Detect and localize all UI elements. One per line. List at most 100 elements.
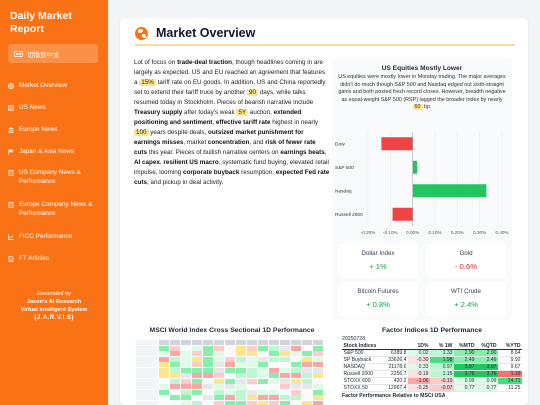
heatmap-cell <box>169 367 180 373</box>
heatmap-cell <box>290 362 301 367</box>
heatmap-cell <box>257 362 268 367</box>
heatmap-cell <box>312 362 323 367</box>
heatmap-cell <box>158 400 169 405</box>
chart-icon <box>8 233 14 240</box>
sidebar-item-ft-articles[interactable]: FT Articles <box>8 254 102 263</box>
heatmap-cell <box>279 378 290 384</box>
table-cell: -1.06 <box>408 377 430 385</box>
table-cell: 1.33 <box>430 349 454 357</box>
bar-s-p-500 <box>412 160 418 174</box>
heatmap-cell <box>246 395 257 400</box>
heatmap-cell <box>158 367 169 373</box>
heatmap-cell <box>202 345 213 351</box>
heatmap-cell <box>257 340 268 345</box>
heatmap-title: MSCI World Index Cross Sectional 1D Perf… <box>149 327 315 334</box>
heatmap-cell <box>257 373 268 378</box>
heatmap-cell <box>301 367 312 373</box>
bold-phrase: risk of fewer rate cuts <box>134 139 316 156</box>
sidebar-item-label: US News <box>19 104 46 111</box>
table-cell: 2.49 <box>454 356 476 364</box>
heatmap-cell <box>136 389 158 395</box>
heatmap-cell <box>169 362 180 367</box>
sidebar-item-us-news[interactable]: US News <box>8 103 102 112</box>
sidebar-item-japan-asia-news[interactable]: Japan & Asia News <box>8 147 102 156</box>
x-tick-label: -0.10% <box>383 230 398 235</box>
sidebar-item-europe-company-news[interactable]: Europe Company News & Performance <box>8 200 102 218</box>
bar-nasdaq <box>412 184 487 198</box>
x-tick-label: 0.20% <box>451 230 464 235</box>
heatmap-cell <box>169 378 180 384</box>
bold-phrase: outsized market punishment for earnings … <box>134 129 304 146</box>
heatmap-cell <box>268 340 279 345</box>
page-title: Market Overview <box>156 26 256 40</box>
heatmap-cell <box>191 367 202 373</box>
table-cell: 1.98 <box>430 356 454 364</box>
bold-phrase: earnings beats <box>280 149 325 156</box>
heatmap-cell <box>246 378 257 384</box>
heatmap-cell <box>202 362 213 367</box>
column-header <box>384 343 408 350</box>
heatmap-cell <box>235 395 246 400</box>
heatmap-cell <box>191 351 202 356</box>
text-segment: , <box>324 149 327 156</box>
language-toggle-button[interactable]: 切換到中文 <box>8 44 98 63</box>
factor-table-title: Factor Indices 1D Performance <box>381 327 483 334</box>
heatmap-cell <box>290 378 301 384</box>
heatmap-row <box>136 384 332 389</box>
heatmap-cell <box>290 384 301 389</box>
heatmap-cell <box>290 400 301 405</box>
table-cell: -0.10 <box>430 377 454 385</box>
stat-label: WTI Crude <box>451 288 481 295</box>
heatmap-cell <box>268 362 279 367</box>
table-cell: 2.90 <box>476 349 498 357</box>
heatmap-cell <box>290 395 301 400</box>
table-cell: 6389.8 <box>384 349 408 357</box>
heatmap-cell <box>158 345 169 351</box>
heatmap-row <box>136 340 332 345</box>
header-divider <box>135 44 515 46</box>
table-cell: 3.76 <box>454 370 476 378</box>
highlight-value: 5Y <box>236 109 249 116</box>
table-header-row: Stock Indices 1D%% 1W %MTD %QTD %YTD <box>342 343 522 350</box>
table-cell: 0.99 <box>454 377 476 385</box>
heatmap-cell <box>224 362 235 367</box>
heatmap-cell <box>312 395 323 400</box>
table-row: STOXX 600 420.2 -1.06 -0.10 0.99 0.99 24.71 <box>342 377 522 385</box>
heatmap-row <box>136 345 332 351</box>
heatmap-cell <box>257 367 268 373</box>
sidebar-item-ficc-performance[interactable]: FICC Performance <box>8 232 102 241</box>
heatmap-cell <box>180 395 191 400</box>
heatmap-row <box>136 362 332 367</box>
heatmap-cell <box>224 367 235 373</box>
sidebar-item-us-company-news[interactable]: US Company News & Performance <box>8 168 102 186</box>
footer-line: Virtual Intelligent System <box>20 307 88 313</box>
heatmap-cell <box>136 400 158 405</box>
heatmap-cell <box>180 384 191 389</box>
table-cell: 2.49 <box>476 356 498 364</box>
heatmap-cell <box>224 351 235 356</box>
heatmap-row <box>136 378 332 384</box>
text-segment: after today's weak <box>182 109 237 116</box>
heatmap-cell <box>169 389 180 395</box>
table-cell: 420.2 <box>384 377 408 385</box>
heatmap-cell <box>136 367 158 373</box>
table-cell: 0.77 <box>454 384 476 392</box>
stat-bitcoin-futures: Bitcoin Futures + 0.8% <box>338 282 418 316</box>
table-cell: -0.30 <box>408 356 430 364</box>
heatmap-cell <box>136 351 158 356</box>
heatmap-cell <box>279 351 290 356</box>
sidebar: Daily Market Report 切換到中文 Market Overvie… <box>0 0 108 405</box>
heatmap-cell <box>136 395 158 400</box>
heatmap-cell <box>213 384 224 389</box>
sidebar-footer: Generated by Jason's AI Research Virtual… <box>0 290 108 322</box>
heatmap-cell <box>235 362 246 367</box>
heatmap-cell <box>191 356 202 362</box>
sidebar-item-europe-news[interactable]: Europe News <box>8 125 102 134</box>
heatmap-cell <box>290 340 301 345</box>
highlight-value: 100 <box>134 129 149 136</box>
sidebar-item-market-overview[interactable]: Market Overview <box>8 81 102 90</box>
heatmap-cell <box>213 351 224 356</box>
heatmap-cell <box>246 367 257 373</box>
heatmap-cell <box>169 340 180 345</box>
globe-icon <box>8 82 14 89</box>
